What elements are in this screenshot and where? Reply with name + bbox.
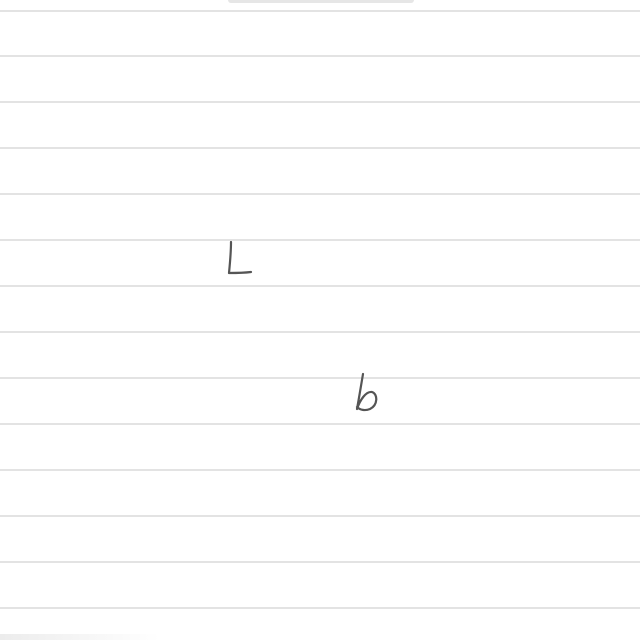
rule-line [0, 101, 640, 103]
rule-line [0, 331, 640, 333]
handwritten-stroke-l [227, 240, 253, 275]
rule-line [0, 55, 640, 57]
rule-line [0, 607, 640, 609]
rule-line [0, 147, 640, 149]
rule-line [0, 285, 640, 287]
rule-line [0, 561, 640, 563]
drag-handle[interactable] [228, 0, 414, 3]
handwritten-stroke-b [355, 372, 378, 412]
rule-line [0, 469, 640, 471]
rule-line [0, 377, 640, 379]
page-edge-shadow [0, 634, 160, 640]
rule-line [0, 423, 640, 425]
rule-line [0, 515, 640, 517]
rule-line [0, 10, 640, 12]
rule-line [0, 239, 640, 241]
rule-line [0, 193, 640, 195]
